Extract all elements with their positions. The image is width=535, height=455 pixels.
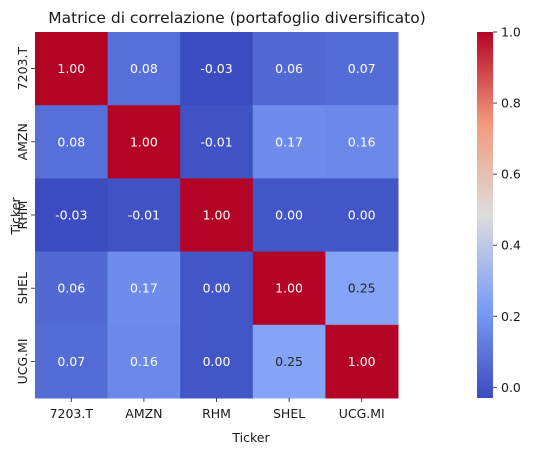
heatmap-cell-value-label: 0.17 — [275, 134, 303, 149]
heatmap-cell-value-label: 0.08 — [130, 61, 158, 76]
x-tick-label: 7203.T — [50, 406, 94, 421]
heatmap-cells: 1.00 0.08 -0.03 0.06 0.07 0.08 1.00 -0.01 0.17 0.… — [35, 32, 399, 399]
heatmap-cell-value-label: -0.03 — [55, 208, 87, 223]
heatmap-cell-value-label: 0.00 — [275, 208, 303, 223]
heatmap-cell-AMZN-7203.T — [35, 105, 109, 179]
heatmap-cell-RHM-UCG.MI — [325, 178, 399, 253]
heatmap-cell-7203.T-SHEL — [252, 32, 326, 106]
x-axis-label: Ticker — [231, 430, 270, 445]
colorbar-tick-label: 0.8 — [501, 96, 521, 111]
y-tick-label: UCG.MI — [15, 338, 30, 384]
heatmap-cell-7203.T-UCG.MI — [325, 32, 399, 106]
heatmap-cell-7203.T-7203.T — [35, 32, 109, 106]
y-tick-label: RHM — [15, 201, 30, 230]
colorbar-tick-label: 1.0 — [501, 25, 521, 40]
heatmap-cell-SHEL-AMZN — [107, 251, 181, 326]
heatmap-cell-value-label: 0.00 — [203, 281, 231, 296]
heatmap-cell-RHM-7203.T — [35, 178, 109, 253]
heatmap-cell-value-label: 0.06 — [57, 281, 85, 296]
colorbar-tick-label: 0.4 — [501, 238, 521, 253]
heatmap-cell-value-label: 1.00 — [130, 134, 158, 149]
heatmap-cell-value-label: 1.00 — [348, 354, 376, 369]
heatmap-cell-AMZN-RHM — [180, 105, 254, 179]
heatmap-cell-7203.T-AMZN — [107, 32, 181, 106]
heatmap-cell-value-label: 0.25 — [348, 281, 376, 296]
heatmap-cell-UCG.MI-AMZN — [107, 324, 181, 399]
heatmap-cell-RHM-RHM — [180, 178, 254, 253]
heatmap-cell-value-label: -0.01 — [128, 208, 160, 223]
y-tick-label: SHEL — [15, 272, 30, 304]
heatmap-cell-RHM-AMZN — [107, 178, 181, 253]
heatmap-cell-7203.T-RHM — [180, 32, 254, 106]
colorbar-tick-label: 0.2 — [501, 309, 521, 324]
chart-title: Matrice di correlazione (portafoglio div… — [48, 9, 426, 27]
heatmap-cell-SHEL-SHEL — [252, 251, 326, 326]
heatmap-cell-UCG.MI-UCG.MI — [325, 324, 399, 399]
heatmap-cell-value-label: 0.16 — [130, 354, 158, 369]
heatmap-cell-RHM-SHEL — [252, 178, 326, 253]
heatmap-cell-AMZN-AMZN — [107, 105, 181, 179]
colorbar-gradient — [477, 32, 493, 398]
heatmap-cell-value-label: 0.17 — [130, 281, 158, 296]
heatmap-cell-SHEL-7203.T — [35, 251, 109, 326]
y-tick-label: AMZN — [15, 123, 30, 160]
x-axis-ticks: 7203.T AMZN RHM SHEL UCG.MI — [50, 398, 385, 421]
x-tick-label: UCG.MI — [339, 406, 385, 421]
heatmap-cell-SHEL-UCG.MI — [325, 251, 399, 326]
heatmap-cell-value-label: -0.01 — [200, 134, 232, 149]
heatmap-cell-value-label: 0.07 — [57, 354, 85, 369]
heatmap-cell-value-label: 0.08 — [57, 134, 85, 149]
heatmap-cell-value-label: -0.03 — [200, 61, 232, 76]
x-tick-label: AMZN — [125, 406, 162, 421]
heatmap-cell-value-label: 0.25 — [275, 354, 303, 369]
heatmap-cell-value-label: 0.16 — [348, 134, 376, 149]
heatmap-cell-value-label: 1.00 — [203, 208, 231, 223]
heatmap-cell-UCG.MI-7203.T — [35, 324, 109, 399]
heatmap-cell-AMZN-UCG.MI — [325, 105, 399, 179]
heatmap-cell-value-label: 1.00 — [275, 281, 303, 296]
heatmap-cell-AMZN-SHEL — [252, 105, 326, 179]
heatmap-cell-value-label: 0.00 — [203, 354, 231, 369]
x-tick-label: RHM — [202, 406, 231, 421]
x-tick-label: SHEL — [273, 406, 305, 421]
colorbar-tick-label: 0.0 — [501, 380, 521, 395]
heatmap-cell-value-label: 0.07 — [348, 61, 376, 76]
y-tick-label: 7203.T — [15, 47, 30, 91]
heatmap-cell-UCG.MI-RHM — [180, 324, 254, 399]
heatmap-cell-value-label: 0.06 — [275, 61, 303, 76]
heatmap-cell-UCG.MI-SHEL — [252, 324, 326, 399]
colorbar-tick-label: 0.6 — [501, 167, 521, 182]
colorbar: 0.0 0.2 0.4 0.6 0.8 1.0 — [477, 25, 521, 398]
heatmap-cell-SHEL-RHM — [180, 251, 254, 326]
y-axis-ticks: 7203.T AMZN RHM SHEL UCG.MI — [15, 47, 35, 384]
y-axis-label: Ticker — [8, 197, 23, 236]
heatmap-cell-value-label: 0.00 — [348, 208, 376, 223]
heatmap-cell-value-label: 1.00 — [57, 61, 85, 76]
